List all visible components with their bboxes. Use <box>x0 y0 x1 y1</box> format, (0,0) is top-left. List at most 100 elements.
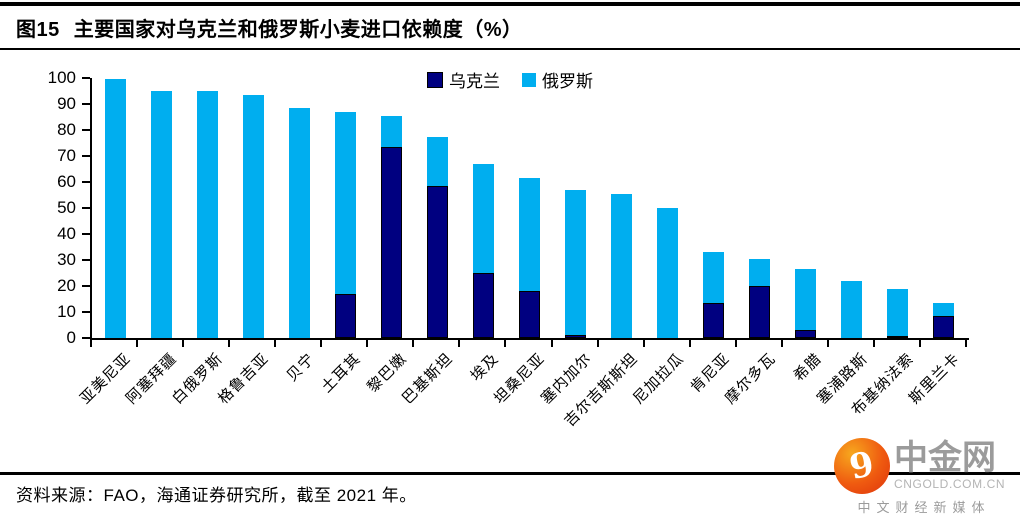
bar-segment-russia <box>565 189 587 336</box>
cngold-logo-icon: 9 <box>834 438 890 494</box>
x-tick-mark <box>872 340 875 347</box>
y-tick-mark <box>82 155 90 157</box>
stacked-bar-希腊 <box>795 269 817 338</box>
y-tick-mark <box>82 207 90 209</box>
bar-segment-russia <box>657 208 679 338</box>
watermark-text-col: 中金网 CNGOLD.COM.CN <box>894 439 1006 491</box>
y-tick-label: 20 <box>57 276 76 295</box>
stacked-bar-摩尔多瓦 <box>749 258 771 338</box>
bar-segment-ukraine <box>519 291 540 338</box>
stacked-bar-埃及 <box>472 163 494 338</box>
y-tick-mark <box>82 233 90 235</box>
x-tick-mark <box>734 340 737 347</box>
y-tick-label: 10 <box>57 302 76 321</box>
stacked-bar-尼加拉瓜 <box>657 208 679 338</box>
bar-segment-ukraine <box>887 335 909 338</box>
stacked-bar-土耳其 <box>334 111 356 338</box>
x-tick-mark <box>412 340 415 347</box>
stacked-bar-白俄罗斯 <box>196 91 218 338</box>
bar-segment-russia <box>472 163 494 273</box>
top-border-rule <box>0 2 1020 6</box>
bar-segment-russia <box>104 79 126 338</box>
x-tick-mark <box>320 340 323 347</box>
y-tick-mark <box>82 285 90 287</box>
russia-legend-swatch <box>522 72 536 87</box>
chart-legend: 乌克兰 俄罗斯 <box>427 67 593 92</box>
x-tick-mark <box>90 340 92 347</box>
bar-segment-ukraine <box>426 185 448 338</box>
x-axis-line <box>90 338 969 340</box>
ukraine-legend-swatch <box>427 71 443 88</box>
y-tick-mark <box>82 103 90 105</box>
bar-segment-russia <box>196 91 218 338</box>
stacked-bar-布基纳法索 <box>887 288 909 338</box>
x-tick-mark <box>596 340 599 347</box>
legend-label-russia: 俄罗斯 <box>542 72 593 91</box>
y-tick-mark <box>82 259 90 261</box>
bar-segment-russia <box>887 288 909 336</box>
y-tick-mark <box>82 337 90 339</box>
watermark-tagline: 中文财经新媒体 <box>857 500 991 515</box>
bar-segment-ukraine <box>334 293 356 338</box>
y-tick-mark <box>82 181 90 183</box>
stacked-bar-塞内加尔 <box>565 189 587 338</box>
x-tick-mark <box>918 340 921 347</box>
watermark-row: 9 中金网 CNGOLD.COM.CN <box>834 438 1014 494</box>
x-tick-mark <box>826 340 829 347</box>
chart-title-text: 主要国家对乌克兰和俄罗斯小麦进口依赖度（%） <box>73 19 523 41</box>
bar-segment-russia <box>242 94 264 338</box>
y-tick-mark <box>82 129 90 131</box>
y-tick-label: 0 <box>66 328 76 347</box>
x-category-label: 贝宁 <box>283 350 319 385</box>
bar-segment-ukraine <box>933 315 955 338</box>
bar-segment-russia <box>749 258 771 286</box>
chart-title: 图15 主要国家对乌克兰和俄罗斯小麦进口依赖度（%） <box>16 13 523 42</box>
x-tick-mark <box>182 340 185 347</box>
footer-divider-rule <box>0 472 1020 475</box>
bar-segment-russia <box>519 178 540 292</box>
x-category-label: 土耳其 <box>318 350 365 397</box>
bar-segment-russia <box>426 136 448 186</box>
stacked-bar-贝宁 <box>288 107 310 338</box>
stacked-bar-格鲁吉亚 <box>242 94 264 338</box>
x-tick-mark <box>780 340 783 347</box>
x-tick-mark <box>458 340 461 347</box>
watermark-brand: 中金网 <box>894 439 996 478</box>
y-tick-label: 40 <box>57 224 76 243</box>
x-category-label: 巴基斯坦 <box>399 350 457 408</box>
x-tick-mark <box>965 340 967 347</box>
stacked-bar-阿塞拜疆 <box>150 91 172 338</box>
legend-item-russia: 俄罗斯 <box>522 67 593 92</box>
source-note: 资料来源：FAO，海通证券研究所，截至 2021 年。 <box>16 486 417 505</box>
bar-segment-ukraine <box>703 302 725 338</box>
y-tick-label: 30 <box>57 250 76 269</box>
bar-segment-russia <box>288 107 310 338</box>
y-axis-line <box>90 78 92 340</box>
bar-segment-russia <box>795 269 817 331</box>
bar-segment-russia <box>703 252 725 303</box>
legend-item-ukraine: 乌克兰 <box>427 67 500 92</box>
site-watermark: 9 中金网 CNGOLD.COM.CN 中文财经新媒体 <box>834 438 1014 516</box>
y-tick-label: 100 <box>47 68 76 87</box>
x-tick-mark <box>274 340 277 347</box>
y-tick-label: 50 <box>57 198 76 217</box>
bar-segment-russia <box>380 115 402 147</box>
figure-number: 图15 <box>16 19 60 41</box>
bar-segment-russia <box>150 91 172 338</box>
stacked-bar-斯里兰卡 <box>933 302 955 338</box>
bar-segment-ukraine <box>795 330 817 338</box>
stacked-bar-吉尔吉斯斯坦 <box>611 193 633 338</box>
watermark-domain: CNGOLD.COM.CN <box>894 476 1006 491</box>
x-tick-mark <box>550 340 553 347</box>
title-divider-rule <box>0 48 1020 50</box>
y-tick-label: 80 <box>57 120 76 139</box>
x-category-label: 埃及 <box>467 350 503 385</box>
bar-segment-ukraine <box>472 272 494 338</box>
x-tick-mark <box>504 340 507 347</box>
x-tick-mark <box>366 340 369 347</box>
bar-segment-ukraine <box>380 146 402 338</box>
stacked-bar-黎巴嫩 <box>380 115 402 338</box>
stacked-bar-坦桑尼亚 <box>519 178 540 338</box>
x-tick-mark <box>136 340 139 347</box>
y-tick-label: 60 <box>57 172 76 191</box>
